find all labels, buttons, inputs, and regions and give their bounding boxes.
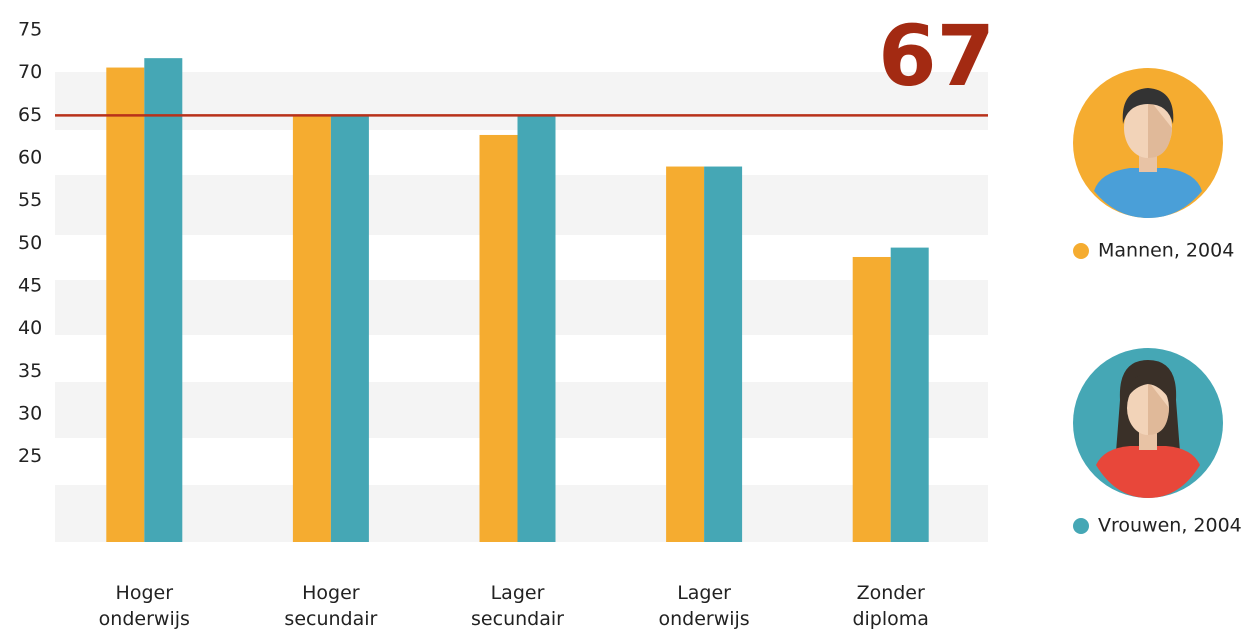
legend-label: Mannen, 2004	[1098, 240, 1234, 262]
avatar-man	[1073, 68, 1223, 218]
y-tick-label: 35	[18, 360, 42, 382]
x-tick-label: Lager secundair	[463, 580, 573, 632]
bar	[331, 116, 369, 542]
y-tick-label: 50	[18, 232, 42, 254]
x-tick-label: Zonder diploma	[836, 580, 946, 632]
legend-marker	[1073, 243, 1089, 259]
y-tick-label: 30	[18, 403, 42, 425]
y-tick-label: 25	[18, 445, 42, 467]
bar	[704, 167, 742, 542]
y-tick-label: 40	[18, 317, 42, 339]
bar	[853, 257, 891, 542]
bar	[518, 116, 556, 542]
bar	[666, 167, 704, 542]
y-tick-label: 45	[18, 275, 42, 297]
bar	[891, 248, 929, 542]
x-tick-label: Lager onderwijs	[649, 580, 759, 632]
annotation: 67	[878, 7, 995, 105]
bar	[106, 68, 144, 542]
legend-label: Vrouwen, 2004	[1098, 515, 1242, 537]
y-tick-label: 70	[18, 61, 42, 83]
legend-marker	[1073, 518, 1089, 534]
y-tick-label: 75	[18, 19, 42, 41]
y-tick-label: 60	[18, 147, 42, 169]
chart-svg: 67 25 30 35 40 45 50 55 60 65 70 75 Mannen, 2004 Vro…	[0, 0, 1259, 635]
bar	[480, 135, 518, 542]
y-tick-label: 55	[18, 189, 42, 211]
x-tick-label: Hoger onderwijs	[89, 580, 199, 632]
avatar-woman	[1073, 348, 1223, 498]
x-tick-label: Hoger secundair	[276, 580, 386, 632]
chart: 67 25 30 35 40 45 50 55 60 65 70 75 Mannen, 2004 Vro…	[0, 0, 1259, 635]
bar	[293, 116, 331, 542]
bar	[144, 58, 182, 542]
y-tick-label: 65	[18, 104, 42, 126]
